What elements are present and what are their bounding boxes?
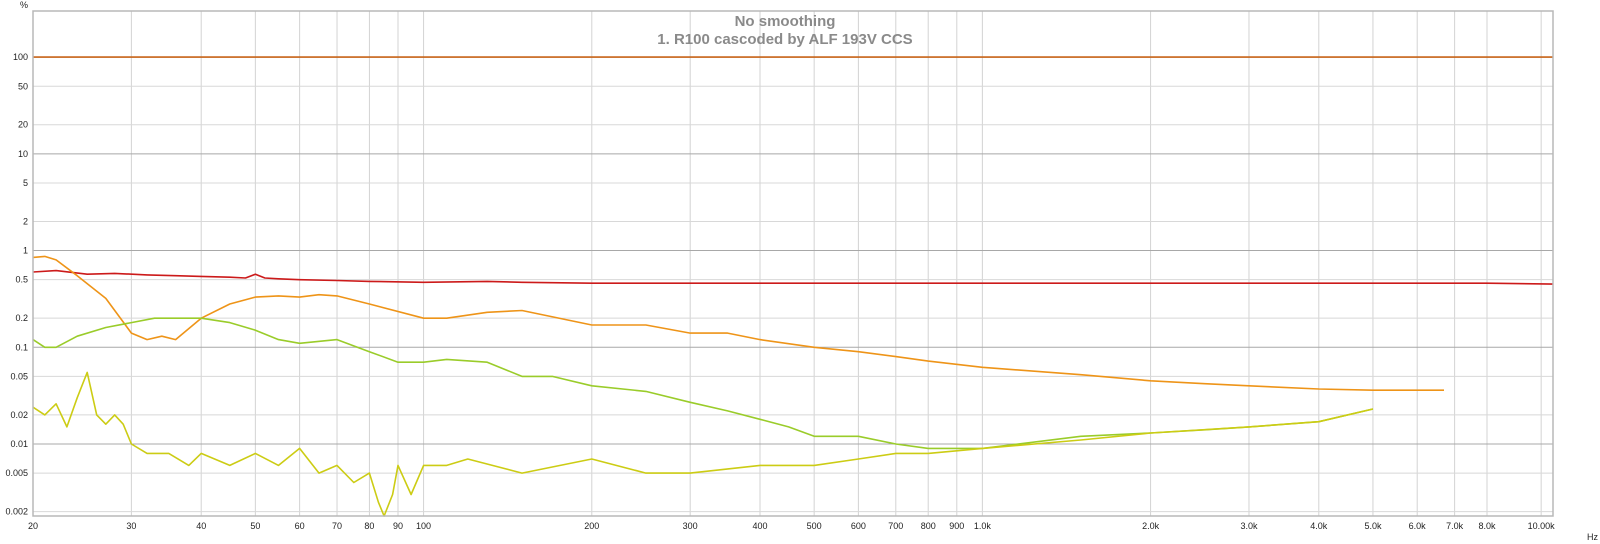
x-tick-label: 40	[196, 521, 206, 531]
x-tick-label: 20	[28, 521, 38, 531]
x-unit-label: Hz	[1587, 532, 1598, 542]
x-tick-label: 1.0k	[974, 521, 992, 531]
x-tick-label: 8.0k	[1478, 521, 1496, 531]
x-tick-label: 4.0k	[1310, 521, 1328, 531]
plot-frame	[32, 10, 1554, 517]
x-tick-label: 60	[295, 521, 305, 531]
series-group	[32, 56, 1554, 517]
x-tick-label: 7.0k	[1446, 521, 1464, 531]
y-tick-label: 0.002	[5, 507, 28, 517]
x-tick-label: 90	[393, 521, 403, 531]
chart-title: No smoothing	[735, 13, 836, 30]
x-tick-label: 50	[250, 521, 260, 531]
x-tick-label: 500	[807, 521, 822, 531]
x-tick-label: 80	[364, 521, 374, 531]
x-tick-label: 800	[921, 521, 936, 531]
y-tick-label: 100	[13, 52, 28, 62]
y-tick-label: 0.2	[15, 313, 28, 323]
x-tick-label: 5.0k	[1364, 521, 1382, 531]
series-line-3	[32, 255, 1444, 392]
y-unit-label: %	[20, 0, 28, 10]
y-tick-label: 0.05	[10, 371, 28, 381]
y-tick-label: 0.02	[10, 410, 28, 420]
x-tick-label: 2.0k	[1142, 521, 1160, 531]
y-tick-label: 0.1	[15, 342, 28, 352]
y-tick-label: 5	[23, 178, 28, 188]
x-tick-label: 3.0k	[1240, 521, 1258, 531]
x-tick-label: 300	[683, 521, 698, 531]
x-tick-label: 900	[949, 521, 964, 531]
x-tick-label: 100	[416, 521, 431, 531]
chart-subtitle: 1. R100 cascoded by ALF 193V CCS	[657, 31, 912, 48]
y-tick-label: 0.005	[5, 468, 28, 478]
y-tick-label: 0.01	[10, 439, 28, 449]
x-tick-label: 70	[332, 521, 342, 531]
x-tick-label: 10.00k	[1528, 521, 1556, 531]
y-tick-label: 50	[18, 81, 28, 91]
y-tick-label: 2	[23, 216, 28, 226]
tick-labels: 20 30 40 50 60 70 80 90 100 200 300 400 500 600 700 800…	[5, 52, 1555, 531]
grid	[32, 11, 1553, 516]
x-tick-label: 700	[888, 521, 903, 531]
series-line-5	[32, 371, 1374, 517]
series-line-2	[32, 269, 1554, 285]
x-tick-label: 600	[851, 521, 866, 531]
x-tick-label: 400	[752, 521, 767, 531]
series-line-4	[32, 317, 1374, 450]
y-tick-label: 10	[18, 149, 28, 159]
x-tick-label: 6.0k	[1409, 521, 1427, 531]
y-tick-label: 0.5	[15, 275, 28, 285]
y-tick-label: 20	[18, 120, 28, 130]
x-tick-label: 30	[126, 521, 136, 531]
y-tick-label: 1	[23, 246, 28, 256]
x-tick-label: 200	[584, 521, 599, 531]
